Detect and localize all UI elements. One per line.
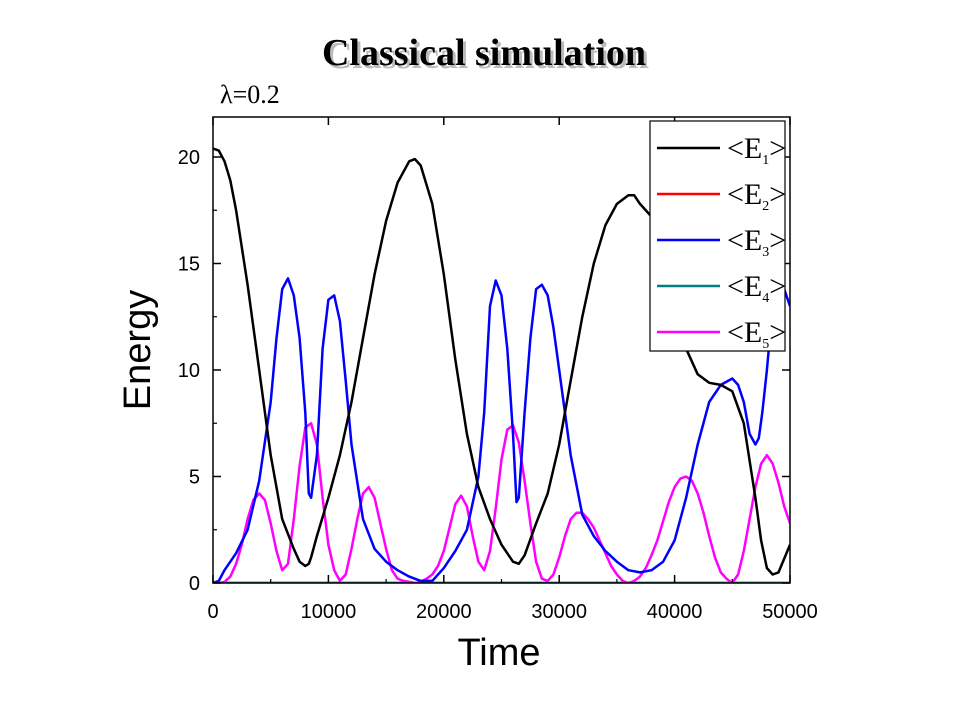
legend: <E1> <E2> <E3> <E4> <E5>	[649, 120, 786, 352]
x-tick-label: 0	[207, 601, 218, 623]
chart-title-shadow: Classical simulation	[325, 35, 649, 77]
y-axis: 0 5 10 15 20	[178, 147, 790, 595]
legend-label-e5: <E5>	[727, 316, 786, 352]
x-tick-label: 30000	[531, 601, 587, 623]
series-line-e3	[213, 272, 790, 583]
x-tick-label: 10000	[301, 601, 357, 623]
y-tick-label: 0	[189, 573, 200, 595]
parameter-annotation: λ=0.2	[220, 80, 280, 109]
series-line-e1	[213, 147, 790, 576]
series-line-e5	[213, 422, 790, 583]
x-tick-label: 50000	[762, 601, 818, 623]
legend-label-e4: <E4>	[727, 270, 786, 306]
plot-area	[213, 147, 790, 583]
y-axis-title: Energy	[117, 290, 159, 410]
x-tick-label: 40000	[647, 601, 703, 623]
legend-box	[649, 120, 786, 352]
y-tick-label: 15	[178, 254, 200, 276]
legend-label-e2: <E2>	[727, 178, 786, 214]
legend-label-e1: <E1>	[727, 132, 786, 168]
x-axis: 0 10000 20000 30000 40000 50000	[207, 117, 818, 623]
y-tick-label: 20	[178, 147, 200, 169]
chart-title-group: Classical simulation Classical simulatio…	[322, 32, 649, 77]
chart-title: Classical simulation	[322, 32, 646, 74]
y-tick-label: 5	[189, 467, 200, 489]
x-axis-title: Time	[457, 632, 540, 674]
y-tick-label: 10	[178, 360, 200, 382]
legend-label-e3: <E3>	[727, 224, 786, 260]
x-tick-label: 20000	[416, 601, 472, 623]
